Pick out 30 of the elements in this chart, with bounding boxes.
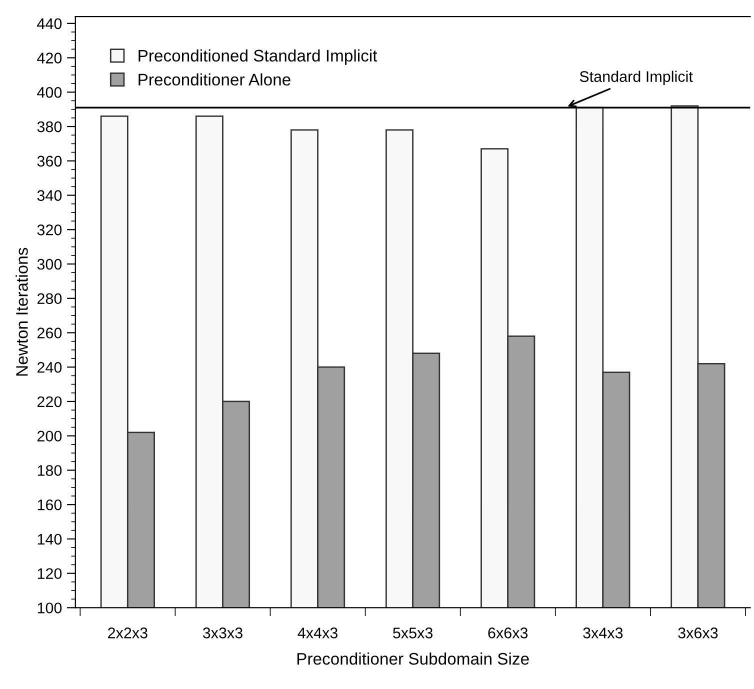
ref-line-label: Standard Implicit	[580, 70, 693, 86]
y-tick-label: 100	[38, 602, 62, 614]
x-tick-label: 3x6x3	[678, 628, 718, 638]
x-tick-label: 2x2x3	[108, 628, 148, 638]
y-tick-label: 360	[37, 156, 62, 167]
y-tick-label: 380	[37, 121, 62, 132]
y-tick-label: 200	[37, 430, 62, 442]
x-tick-label: 6x6x3	[488, 628, 528, 638]
y-tick-label: 120	[38, 568, 62, 580]
y-tick-label: 440	[37, 18, 62, 30]
y-tick-label: 300	[37, 258, 62, 270]
y-axis-title: Newton Iterations	[16, 248, 28, 376]
x-tick-label: 5x5x3	[393, 628, 433, 638]
legend-label: Preconditioner Alone	[138, 73, 290, 86]
y-tick-label: 220	[37, 396, 62, 408]
y-tick-label: 400	[37, 87, 62, 98]
y-tick-label: 140	[38, 534, 62, 545]
y-tick-label: 260	[37, 328, 62, 338]
y-tick-label: 320	[37, 224, 62, 236]
y-tick-label: 180	[38, 465, 62, 476]
y-tick-label: 160	[38, 499, 62, 510]
y-tick-label: 340	[37, 190, 62, 201]
y-tick-label: 240	[37, 362, 62, 373]
x-axis-title: Preconditioner Subdomain Size	[297, 652, 529, 665]
x-tick-label: 4x4x3	[298, 628, 338, 638]
legend-label: Preconditioned Standard Implicit	[138, 49, 378, 65]
x-tick-label: 3x4x3	[583, 628, 623, 638]
x-tick-label: 3x3x3	[202, 628, 242, 638]
y-tick-label: 280	[37, 293, 62, 304]
y-tick-label: 420	[37, 52, 62, 64]
